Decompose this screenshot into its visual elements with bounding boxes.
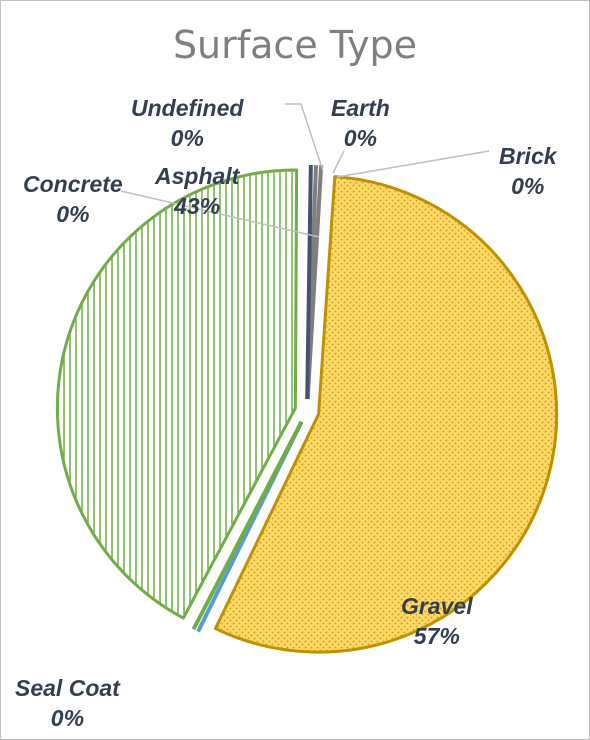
chart-title: Surface Type xyxy=(172,23,418,67)
pie-slice-brick xyxy=(305,165,324,400)
data-label-undefined: Undefined 0% xyxy=(131,93,243,153)
pie-slice-asphalt xyxy=(55,168,299,620)
data-label-earth-name: Earth xyxy=(331,95,390,121)
data-label-asphalt-name: Asphalt xyxy=(155,163,240,189)
data-label-concrete-value: 0% xyxy=(56,201,90,227)
data-label-brick-name: Brick xyxy=(499,143,557,169)
leader-line-brick xyxy=(336,150,490,178)
pie-slice-concrete xyxy=(191,420,304,631)
data-label-seal-coat-name: Seal Coat xyxy=(15,675,120,701)
data-label-seal-coat-value: 0% xyxy=(50,705,85,731)
leader-line-concrete xyxy=(120,190,320,238)
data-label-seal-coat: Seal Coat 0% xyxy=(15,673,120,733)
data-label-brick-value: 0% xyxy=(511,173,545,199)
leader-line-earth xyxy=(332,150,345,174)
leader-line-undefined xyxy=(285,103,324,172)
pie-slice-undefined xyxy=(305,164,313,400)
data-label-concrete: Concrete 0% xyxy=(23,169,123,229)
data-label-asphalt-value: 43% xyxy=(174,193,221,219)
data-label-earth-value: 0% xyxy=(343,125,378,151)
data-label-undefined-value: 0% xyxy=(170,125,204,151)
pie-slice-gravel xyxy=(213,175,559,654)
data-label-undefined-name: Undefined xyxy=(131,95,244,121)
data-label-gravel-value: 57% xyxy=(413,623,460,649)
data-label-gravel-name: Gravel xyxy=(401,593,473,619)
data-label-asphalt: Asphalt 43% xyxy=(155,161,239,221)
data-label-concrete-name: Concrete xyxy=(23,171,123,197)
data-label-earth: Earth 0% xyxy=(331,93,390,153)
data-label-brick: Brick 0% xyxy=(499,141,557,201)
data-label-gravel: Gravel 57% xyxy=(401,591,473,651)
